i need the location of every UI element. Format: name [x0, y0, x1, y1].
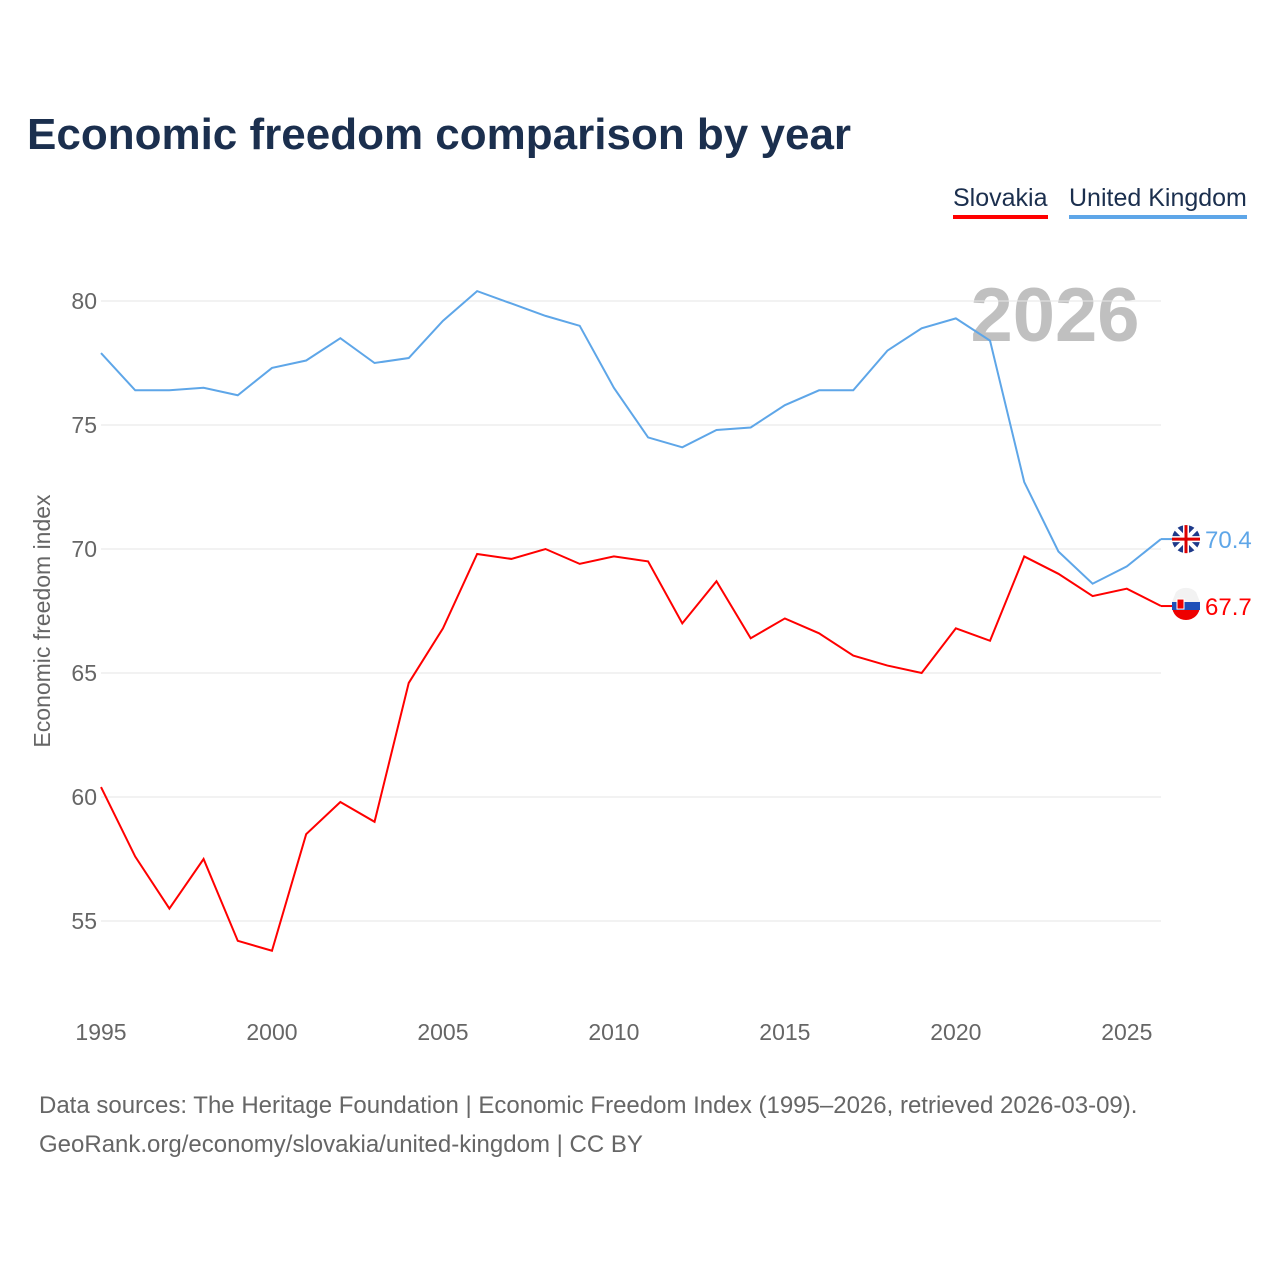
y-tick-label: 65 — [71, 660, 97, 686]
x-tick-label: 2000 — [246, 1019, 297, 1045]
slovakia-coat-of-arms — [1176, 598, 1185, 610]
slovakia-flag-blue — [1172, 602, 1200, 611]
y-tick-label: 70 — [71, 536, 97, 562]
y-tick-label: 60 — [71, 784, 97, 810]
legend-united-kingdom[interactable]: United Kingdom — [1069, 184, 1247, 219]
legend-slovakia[interactable]: Slovakia — [953, 184, 1048, 219]
x-tick-label: 2005 — [417, 1019, 468, 1045]
y-tick-label: 75 — [71, 412, 97, 438]
x-tick-label: 2015 — [759, 1019, 810, 1045]
y-axis-label: Economic freedom index — [29, 494, 55, 748]
y-tick-label: 55 — [71, 908, 97, 934]
series-line-united-kingdom — [100, 289, 1162, 585]
x-tick-label: 1995 — [75, 1019, 126, 1045]
footer: Data sources: The Heritage Foundation | … — [39, 1086, 1137, 1164]
x-tick-label: 2020 — [930, 1019, 981, 1045]
year-watermark: 2026 — [970, 273, 1139, 358]
slovakia-flag-white — [1172, 587, 1200, 603]
end-value-label: 67.7 — [1205, 594, 1252, 621]
y-tick-label: 80 — [71, 288, 97, 314]
x-tick-label: 2025 — [1101, 1019, 1152, 1045]
end-value-label: 70.4 — [1205, 527, 1252, 554]
footer-sources: Data sources: The Heritage Foundation | … — [39, 1092, 1138, 1119]
series-line-slovakia — [100, 547, 1162, 952]
x-tick-label: 2010 — [588, 1019, 639, 1045]
uk-flag-cross-red — [1172, 525, 1200, 554]
footer-link[interactable]: GeoRank.org/economy/slovakia/united-king… — [39, 1131, 643, 1158]
chart-title: Economic freedom comparison by year — [27, 110, 852, 159]
